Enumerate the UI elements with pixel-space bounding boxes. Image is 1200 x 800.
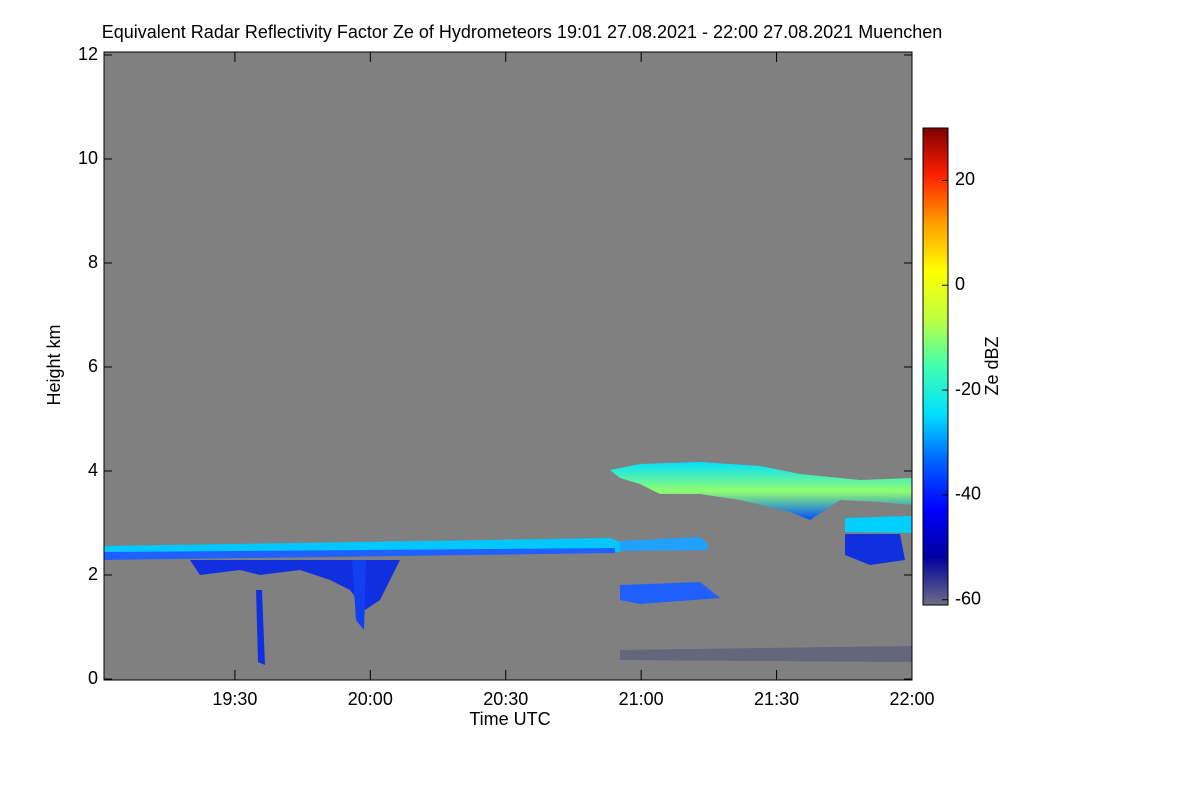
y-tick-label: 6 <box>88 356 98 376</box>
y-axis-label: Height km <box>44 324 64 405</box>
x-tick-label: 20:30 <box>483 689 528 709</box>
x-tick-label: 19:30 <box>212 689 257 709</box>
colorbar-tick-label: -60 <box>955 589 981 609</box>
x-tick-label: 20:00 <box>348 689 393 709</box>
y-tick-label: 10 <box>78 148 98 168</box>
y-tick-label: 4 <box>88 460 98 480</box>
colorbar-label: Ze dBZ <box>982 336 1002 395</box>
x-tick-label: 21:00 <box>619 689 664 709</box>
y-tick-label: 12 <box>78 44 98 64</box>
y-tick-label: 2 <box>88 564 98 584</box>
x-tick-label: 22:00 <box>889 689 934 709</box>
y-tick-label: 0 <box>88 668 98 688</box>
colorbar-tick-label: 20 <box>955 169 975 189</box>
colorbar <box>922 127 949 606</box>
plot-frame <box>103 51 913 681</box>
colorbar-tick-label: -40 <box>955 484 981 504</box>
chart-title: Equivalent Radar Reflectivity Factor Ze … <box>102 22 943 42</box>
x-tick-label: 21:30 <box>754 689 799 709</box>
plot-background <box>104 52 912 680</box>
x-axis-label: Time UTC <box>469 709 550 729</box>
colorbar-tick-label: -20 <box>955 379 981 399</box>
y-tick-label: 8 <box>88 252 98 272</box>
colorbar-tick-label: 0 <box>955 274 965 294</box>
radar-echoes <box>104 462 912 665</box>
